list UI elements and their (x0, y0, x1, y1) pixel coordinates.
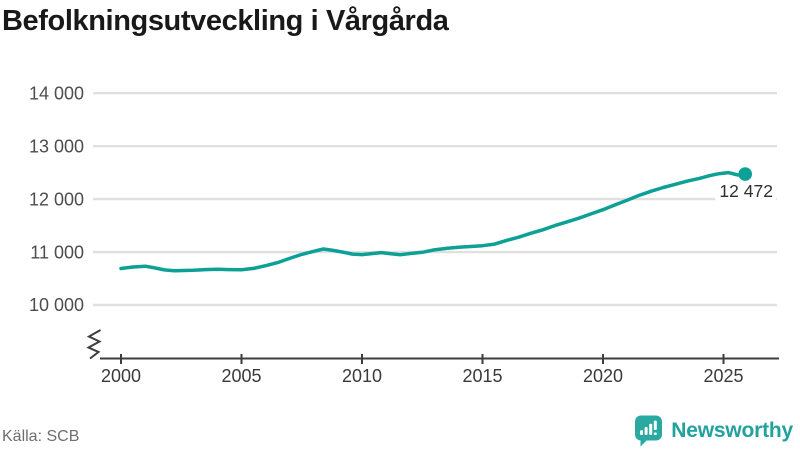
x-tick-label: 2015 (462, 366, 502, 386)
logo-bars-glyph (640, 420, 658, 435)
population-series-line (119, 170, 747, 273)
source-label: Källa: SCB (2, 428, 80, 445)
x-tick-label: 2020 (583, 366, 623, 386)
x-tick-label: 2010 (342, 366, 382, 386)
latest-value-dot (738, 167, 752, 181)
x-axis: 2000 2005 2010 2015 2020 2025 (100, 354, 779, 386)
chart-title: Befolkningsutveckling i Vårgårda (2, 5, 449, 37)
x-tick-label: 2025 (703, 366, 743, 386)
y-tick-label: 13 000 (29, 136, 84, 156)
y-tick-label: 11 000 (30, 242, 84, 262)
y-axis-labels: 10 000 11 000 12 000 13 000 14 000 (29, 83, 84, 315)
logo-bubble-shape (635, 415, 663, 447)
latest-value-label: 12 472 (719, 181, 773, 201)
newsworthy-wordmark: Newsworthy (671, 419, 793, 442)
axis-break-squiggle (86, 329, 102, 360)
newsworthy-logo: Newsworthy (634, 415, 793, 447)
gridlines (93, 91, 777, 307)
latest-value-label-background (715, 183, 777, 201)
y-tick-label: 14 000 (29, 83, 84, 103)
newsworthy-icon (635, 415, 663, 447)
x-tick-label: 2005 (221, 366, 261, 386)
y-tick-label: 12 000 (29, 189, 84, 209)
y-tick-label: 10 000 (29, 295, 84, 315)
x-tick-label: 2000 (101, 366, 141, 386)
